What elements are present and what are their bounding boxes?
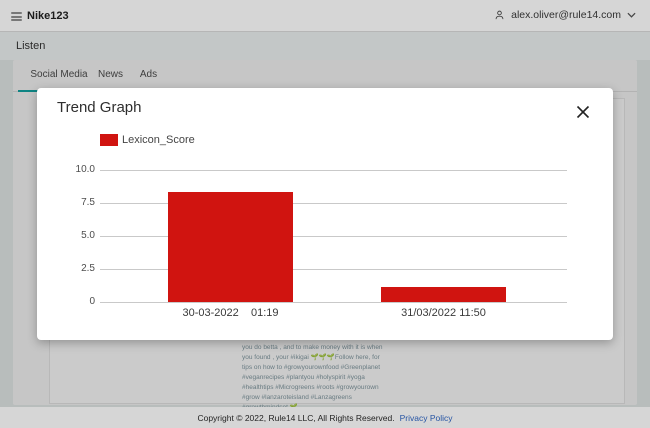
y-axis-tick: 5.0 — [81, 230, 95, 241]
post-line: tips on how to #growyourownfood #Greenpl… — [242, 364, 381, 371]
user-menu[interactable]: alex.oliver@rule14.com — [494, 9, 636, 21]
privacy-policy-link[interactable]: Privacy Policy — [399, 412, 453, 423]
gridline — [100, 269, 567, 270]
y-axis-tick: 7.5 — [81, 197, 95, 208]
post-line: #grow #lanzaroteisland #Lanzagreens — [242, 394, 352, 401]
post-line: you found , your #ikigai 🌱🌱🌱Follow here,… — [242, 354, 380, 361]
menu-icon[interactable] — [11, 12, 22, 21]
chevron-down-icon — [627, 12, 636, 18]
gridline — [100, 203, 567, 204]
copyright-text: Copyright © 2022, Rule14 LLC, All Rights… — [197, 412, 395, 423]
gridline — [100, 170, 567, 171]
post-line: #veganrecipes #plantyou #holyspirit #yog… — [242, 374, 365, 381]
x-axis-tick: 31/03/2022 11:50 — [401, 307, 486, 319]
modal-title: Trend Graph — [57, 99, 142, 116]
chart-legend-item[interactable]: Lexicon_Score — [100, 134, 195, 146]
tab-news[interactable]: News — [97, 69, 123, 80]
post-line: you do betta , and to make money with it… — [242, 344, 383, 351]
y-axis-tick: 0 — [89, 296, 95, 307]
y-axis-tick: 10.0 — [75, 164, 95, 175]
page-title: Listen — [16, 40, 46, 52]
tab-ads[interactable]: Ads — [139, 69, 158, 80]
close-icon — [576, 105, 590, 122]
legend-swatch — [100, 134, 118, 146]
close-button[interactable] — [575, 104, 591, 120]
gridline — [100, 302, 567, 303]
footer: Copyright © 2022, Rule14 LLC, All Rights… — [0, 407, 650, 428]
y-axis-tick: 2.5 — [81, 263, 95, 274]
post-line: #healthtips #Microgreens #roots #growyou… — [242, 384, 379, 391]
user-email: alex.oliver@rule14.com — [511, 9, 621, 21]
tab-social-media[interactable]: Social Media — [30, 69, 88, 80]
chart-plot-area — [100, 170, 567, 303]
page-header: Listen — [0, 32, 650, 60]
brand-title: Nike123 — [27, 10, 69, 22]
trend-graph-modal: Trend Graph Lexicon_Score 10.0 7.5 5.0 2… — [37, 88, 613, 340]
bar-lexicon-score-2 — [381, 287, 506, 302]
user-icon — [494, 9, 505, 21]
gridline — [100, 236, 567, 237]
bar-lexicon-score-1 — [168, 192, 293, 302]
top-header: Nike123 alex.oliver@rule14.com — [0, 0, 650, 32]
x-axis-tick: 30-03-2022 01:19 — [182, 307, 279, 319]
legend-label: Lexicon_Score — [122, 134, 195, 146]
